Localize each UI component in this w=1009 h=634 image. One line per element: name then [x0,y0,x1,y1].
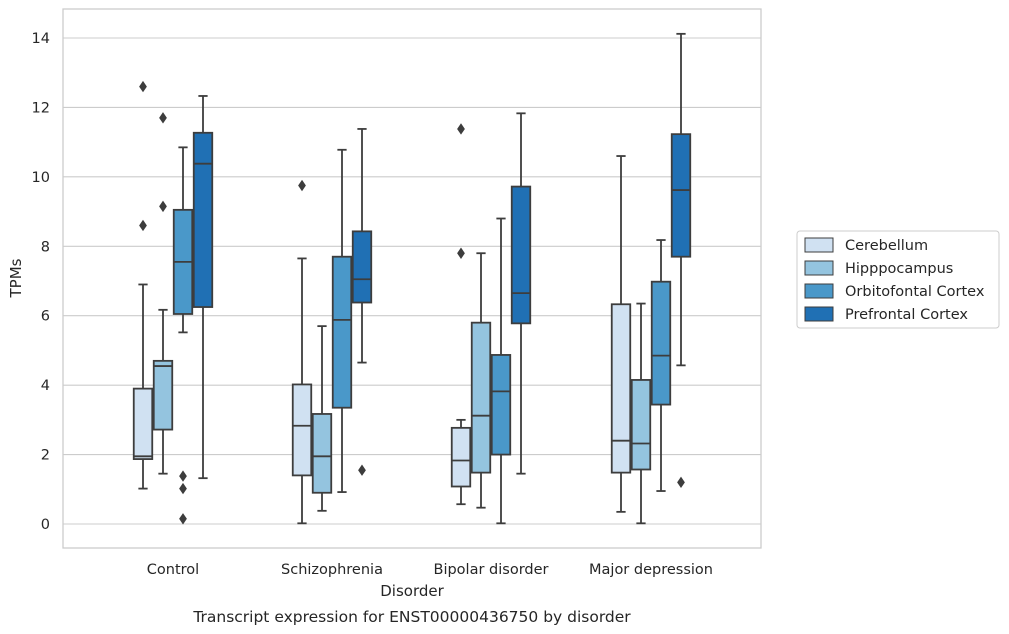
box-1-1 [311,325,333,512]
iqr-box [192,131,214,308]
legend-swatch [804,260,834,276]
y-tick-label: 12 [32,100,50,116]
plot-background [63,9,761,548]
iqr-box [470,321,492,474]
box-2-1 [470,252,492,509]
box-2-2 [490,217,512,525]
iqr-box [331,255,353,409]
outlier-point [677,476,685,489]
y-tick-label: 14 [32,31,50,47]
box-0-0 [132,80,154,490]
outlier-point [159,200,167,213]
box-0-2 [172,146,194,525]
iqr-box [490,354,512,456]
x-axis-label: Disorder [380,582,444,600]
x-tick-label: Bipolar disorder [434,562,549,578]
y-tick-label: 4 [41,378,50,394]
box-groups [132,32,692,525]
x-tick-label: Schizophrenia [281,562,383,578]
outlier-point [139,80,147,93]
y-tick-labels: 0 2 4 6 8 10 12 14 [32,31,50,533]
iqr-box [670,133,692,258]
x-tick-labels: Control Schizophrenia Bipolar disorder Majo… [147,562,713,578]
box-0-3 [192,95,214,480]
iqr-box [510,185,532,325]
y-tick-label: 2 [41,448,50,464]
legend-label: Prefrontal Cortex [845,307,968,323]
box-1-0 [291,179,313,525]
y-axis-label: TPMs [7,258,25,298]
iqr-box [630,379,652,471]
iqr-box [152,359,174,431]
legend-swatch [804,283,834,299]
box-3-1 [630,302,652,525]
box-2-3 [510,112,532,475]
plot-frame [62,8,762,549]
iqr-box [351,230,373,304]
outlier-point [179,513,187,525]
iqr-box [291,383,313,477]
legend-swatch [804,237,834,253]
box-3-3 [670,32,692,489]
iqr-box [610,303,632,474]
legend-swatch [804,306,834,322]
iqr-box [132,387,154,460]
y-tick-label: 0 [41,517,50,533]
box-1-3 [351,128,373,476]
x-tick-label: Major depression [589,562,713,578]
outlier-point [159,112,167,124]
outlier-point [457,123,465,135]
y-tick-label: 6 [41,309,50,325]
outlier-point [179,482,187,495]
box-0-1 [152,112,174,475]
legend-label: Cerebellum [845,238,928,254]
legend: Cerebellum Hipppocampus Orbitofontal Corte… [796,230,1000,329]
outlier-point [139,219,147,232]
y-tick-label: 8 [41,239,50,255]
box-3-2 [650,239,672,492]
outlier-point [179,470,187,482]
y-tick-label: 10 [32,170,50,186]
iqr-box [650,280,672,406]
legend-label: Orbitofontal Cortex [845,284,985,300]
legend-label: Hipppocampus [845,261,953,277]
outlier-point [298,179,306,192]
outlier-point [457,247,465,259]
iqr-box [311,413,333,494]
outlier-point [358,464,366,476]
box-1-2 [331,148,353,493]
x-tick-label: Control [147,562,199,578]
chart-caption: Transcript expression for ENST0000043675… [192,608,631,626]
box-3-0 [610,155,632,513]
box-2-0 [450,123,472,506]
legend-frame [796,230,1000,329]
iqr-box [450,426,472,488]
